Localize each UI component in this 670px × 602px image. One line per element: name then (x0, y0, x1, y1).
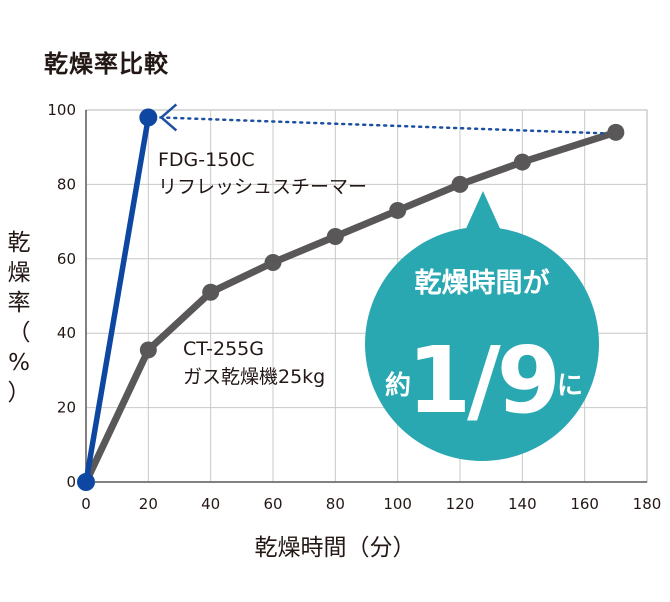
y-tick-label: 20 (57, 399, 76, 417)
data-point-ct-255g (139, 341, 157, 359)
y-axis-label-char: ） (7, 380, 31, 406)
y-tick-label: 0 (66, 473, 76, 491)
data-point-ct-255g (513, 153, 531, 171)
series-label-ct-255g: CT-255G (183, 338, 264, 360)
y-tick-label: 40 (57, 324, 76, 342)
y-axis-label-char: （ (7, 320, 31, 346)
y-axis-label: 乾 燥 率 （ % ） (4, 228, 34, 408)
series-label-fdg-150c: FDG-150C (158, 149, 255, 171)
data-point-ct-255g (202, 283, 220, 301)
series-label-ct-255g-sub: ガス乾燥機25kg (183, 366, 325, 388)
x-tick-label: 80 (326, 495, 345, 513)
callout-fraction: 1/9 (407, 327, 557, 434)
y-axis-label-char: % (8, 350, 30, 376)
x-tick-label: 100 (383, 495, 412, 513)
callout-text-line1: 乾燥時間が (415, 267, 550, 299)
x-tick-label: 160 (570, 495, 599, 513)
data-point-fdg-150c (77, 473, 95, 491)
y-axis-label-char: 乾 (7, 230, 31, 256)
x-tick-label: 60 (263, 495, 282, 513)
x-axis-label: 乾燥時間（分） (254, 535, 416, 561)
x-tick-label: 140 (508, 495, 537, 513)
data-point-ct-255g (264, 254, 282, 272)
y-tick-label: 80 (57, 175, 76, 193)
x-tick-label: 0 (81, 495, 91, 513)
y-axis-label-char: 燥 (7, 260, 31, 286)
callout-pointer (464, 191, 502, 233)
x-tick-label: 120 (446, 495, 475, 513)
x-tick-label: 20 (139, 495, 158, 513)
data-point-ct-255g (389, 201, 407, 219)
data-point-ct-255g (607, 123, 625, 141)
callout-bubble (365, 227, 599, 461)
series-line-fdg-150c (83, 114, 152, 485)
data-point-fdg-150c (139, 108, 158, 127)
x-tick-label: 180 (633, 495, 662, 513)
y-tick-label: 60 (57, 250, 76, 268)
callout-prefix: 約 (385, 370, 411, 401)
callout-suffix: に (557, 371, 583, 401)
comparison-arrowhead (160, 103, 178, 132)
comparison-dotted-line (159, 116, 606, 135)
data-point-ct-255g (451, 175, 469, 193)
chart-title: 乾燥率比較 (44, 50, 169, 78)
x-tick-label: 40 (201, 495, 220, 513)
data-point-ct-255g (326, 227, 344, 245)
y-tick-label: 100 (47, 101, 76, 119)
y-axis-label-char: 率 (7, 290, 31, 316)
series-label-fdg-150c-sub: リフレッシュスチーマー (158, 176, 367, 198)
